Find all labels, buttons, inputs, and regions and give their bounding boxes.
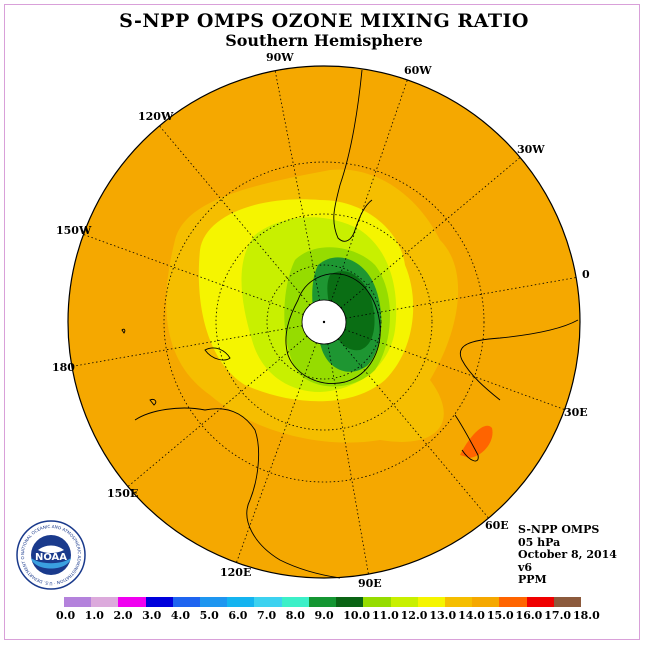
legend-tick-label: 8.0 [285, 609, 305, 622]
longitude-label: 30W [517, 143, 545, 156]
island-coast [149, 399, 157, 406]
legend-tick-label: 18.0 [573, 609, 600, 622]
map-subtitle: Southern Hemisphere [225, 31, 423, 50]
latitude-circle [215, 213, 433, 431]
meridian-line [330, 79, 408, 302]
legend-tick-label: 10.0 [343, 609, 371, 622]
meridian-line [327, 343, 369, 575]
legend-swatch [227, 597, 255, 607]
legend-swatch [145, 597, 174, 607]
meridian-line [71, 325, 303, 367]
latitude-circle [163, 161, 485, 483]
legend-tick-label: 3.0 [142, 609, 162, 622]
map-title: S-NPP OMPS OZONE MIXING RATIO [119, 10, 529, 32]
longitude-label: 90W [266, 51, 294, 64]
legend-swatch [118, 597, 147, 607]
africa-coast [459, 319, 579, 401]
color-legend [64, 597, 582, 607]
noaa-logo: NATIONAL OCEANIC AND ATMOSPHERIC ADMINIS… [16, 520, 86, 590]
ozone-band-15-16 [460, 425, 493, 458]
legend-tick-label: 4.0 [170, 609, 191, 622]
longitude-label: 60E [485, 519, 509, 532]
ozone-field [68, 66, 580, 578]
longitude-label: 120W [138, 110, 174, 123]
legend-tick-label: 1.0 [84, 609, 104, 622]
legend-swatch [200, 597, 228, 607]
longitude-label: 150E [107, 487, 139, 500]
longitude-label: 180 [52, 361, 75, 374]
legend-swatch [308, 597, 337, 607]
legend-swatch [472, 597, 500, 607]
legend-tick-label: 0.0 [56, 609, 76, 622]
units-label: PPM [518, 573, 547, 586]
antarctica-coast [285, 273, 381, 384]
legend-swatch [444, 597, 473, 607]
date-label: October 8, 2014 [518, 548, 617, 561]
legend-swatch [363, 597, 392, 607]
meridian-line [340, 157, 521, 309]
legend-tick-label: 16.0 [515, 609, 543, 622]
legend-tick-label: 7.0 [257, 609, 277, 622]
legend-swatch [91, 597, 119, 607]
meridian-line [337, 338, 489, 519]
legend-tick-label: 2.0 [113, 609, 133, 622]
legend-tick-label: 15.0 [486, 609, 514, 622]
coastlines [121, 69, 579, 579]
longitude-label: 0 [582, 268, 590, 281]
legend-tick-label: 5.0 [199, 609, 219, 622]
longitude-label: 60W [404, 64, 432, 77]
south-pole-marker [322, 320, 326, 324]
map-boundary [67, 65, 581, 579]
legend-tick-label: 11.0 [371, 609, 399, 622]
legend-swatch [172, 597, 201, 607]
longitude-label: 90E [358, 577, 382, 590]
legend-swatch [526, 597, 555, 607]
meridian-line [344, 329, 565, 410]
longitude-label: 150W [56, 224, 92, 237]
legend-swatch [390, 597, 419, 607]
meridian-line [83, 234, 304, 315]
new-zealand-coast [204, 347, 231, 361]
latitude-circle [266, 264, 382, 380]
legend-swatch [553, 597, 582, 607]
version-label: v6 [518, 560, 533, 574]
legend-swatch [417, 597, 446, 607]
legend-tick-label: 17.0 [544, 609, 572, 622]
logo-text: NOAA [35, 552, 67, 563]
longitude-label: 120E [220, 566, 252, 579]
info-block: S-NPP OMPS 05 hPa October 8, 2014 v6 PPM [518, 523, 617, 587]
meridian-line [345, 277, 577, 319]
instrument-label: S-NPP OMPS [518, 523, 600, 536]
pressure-level-label: 05 hPa [518, 535, 561, 549]
longitude-label: 30E [564, 406, 588, 419]
island-coast [121, 328, 126, 334]
legend-tick-label: 12.0 [400, 609, 428, 622]
legend-swatch [336, 597, 364, 607]
legend-swatch [254, 597, 283, 607]
meridian-line [274, 70, 321, 301]
south-america-coast [333, 69, 373, 242]
legend-swatch [281, 597, 310, 607]
legend-tick-label: 14.0 [458, 609, 485, 622]
madagascar-coast [454, 414, 479, 462]
meridian-line [127, 335, 308, 487]
legend-swatch [499, 597, 528, 607]
australia-coast [134, 407, 341, 579]
graticule [71, 70, 577, 575]
legend-tick-label: 6.0 [228, 609, 248, 622]
meridian-line [236, 342, 317, 563]
meridian-line [159, 125, 311, 306]
legend-tick-label: 9.0 [314, 609, 334, 622]
legend-tick-label: 13.0 [429, 609, 457, 622]
legend-swatch [64, 597, 92, 607]
